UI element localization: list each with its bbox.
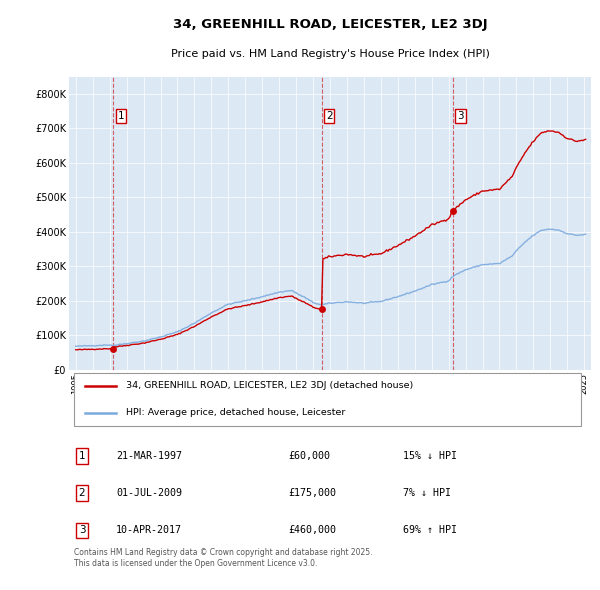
Text: £460,000: £460,000 xyxy=(288,526,336,535)
Text: 7% ↓ HPI: 7% ↓ HPI xyxy=(403,488,451,498)
Text: 1: 1 xyxy=(79,451,85,461)
Text: £60,000: £60,000 xyxy=(288,451,330,461)
Text: 2: 2 xyxy=(326,112,332,122)
Text: 15% ↓ HPI: 15% ↓ HPI xyxy=(403,451,457,461)
Text: 34, GREENHILL ROAD, LEICESTER, LE2 3DJ: 34, GREENHILL ROAD, LEICESTER, LE2 3DJ xyxy=(173,18,487,31)
Text: 1: 1 xyxy=(118,112,124,122)
Text: Price paid vs. HM Land Registry's House Price Index (HPI): Price paid vs. HM Land Registry's House … xyxy=(170,49,490,59)
Text: 3: 3 xyxy=(79,526,85,535)
Text: 34, GREENHILL ROAD, LEICESTER, LE2 3DJ (detached house): 34, GREENHILL ROAD, LEICESTER, LE2 3DJ (… xyxy=(127,381,413,390)
Text: Contains HM Land Registry data © Crown copyright and database right 2025.
This d: Contains HM Land Registry data © Crown c… xyxy=(74,548,373,568)
Text: 01-JUL-2009: 01-JUL-2009 xyxy=(116,488,182,498)
Text: 3: 3 xyxy=(457,112,464,122)
Text: 21-MAR-1997: 21-MAR-1997 xyxy=(116,451,182,461)
Text: £175,000: £175,000 xyxy=(288,488,336,498)
Text: HPI: Average price, detached house, Leicester: HPI: Average price, detached house, Leic… xyxy=(127,408,346,417)
Text: 69% ↑ HPI: 69% ↑ HPI xyxy=(403,526,457,535)
FancyBboxPatch shape xyxy=(74,373,581,426)
Text: 2: 2 xyxy=(79,488,85,498)
Text: 10-APR-2017: 10-APR-2017 xyxy=(116,526,182,535)
